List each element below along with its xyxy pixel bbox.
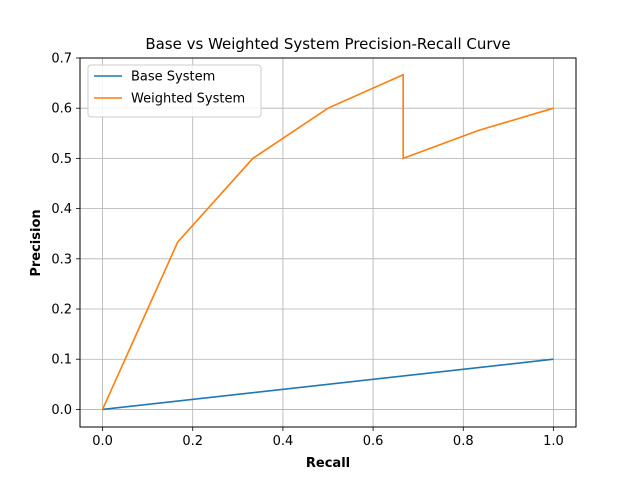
x-tick-label: 0.8 xyxy=(453,434,474,449)
x-tick-label: 0.0 xyxy=(92,434,113,449)
series-line-base-system xyxy=(102,358,554,411)
y-tick-label: 0.0 xyxy=(51,403,72,418)
x-tick-label: 0.4 xyxy=(273,434,294,449)
plot-frame xyxy=(79,57,577,428)
legend-label: Weighted System xyxy=(131,92,245,107)
legend-box xyxy=(87,64,262,118)
legend-label: Base System xyxy=(131,70,215,85)
y-tick-label: 0.2 xyxy=(51,303,72,318)
x-tick-label: 0.6 xyxy=(363,434,384,449)
x-axis-label: Recall xyxy=(306,456,350,471)
chart-title: Base vs Weighted System Precision-Recall… xyxy=(145,35,510,53)
y-tick-label: 0.4 xyxy=(51,202,72,217)
y-axis-label: Precision xyxy=(29,209,44,276)
y-tick-label: 0.5 xyxy=(51,152,72,167)
y-tick-label: 0.6 xyxy=(51,102,72,117)
y-tick-label: 0.3 xyxy=(51,252,72,267)
x-tick-label: 1.0 xyxy=(543,434,564,449)
axis-ticks: 0.0 0.2 0.4 0.6 0.8 1.0 0.0 0.1 0.2 0.3 0.4 0.5 0.6 0… xyxy=(51,52,563,450)
legend: Base System Weighted System xyxy=(87,64,262,118)
plot-series xyxy=(101,73,554,411)
series-line-weighted-system xyxy=(101,73,554,410)
x-tick-label: 0.2 xyxy=(182,434,203,449)
y-tick-label: 0.7 xyxy=(51,52,72,67)
y-tick-label: 0.1 xyxy=(51,353,72,368)
